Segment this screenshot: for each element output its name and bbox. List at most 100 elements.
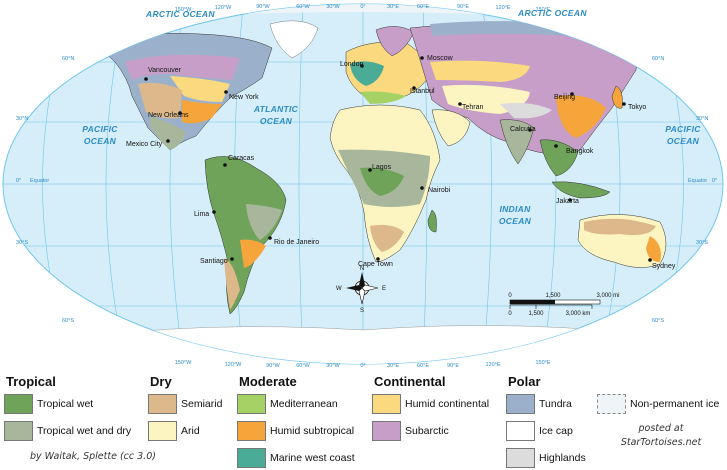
city-markers: Vancouver New York New Orleans Mexico Ci… bbox=[126, 55, 676, 270]
new-zealand bbox=[688, 261, 695, 283]
city-dot bbox=[420, 56, 424, 60]
na-subtropical bbox=[182, 100, 222, 124]
credit-text: by Waitak, Splette (cc 3.0) bbox=[30, 451, 156, 462]
legend-title-dry: Dry bbox=[150, 374, 172, 389]
city-dot bbox=[360, 64, 364, 68]
lon-bottom-label: 0° bbox=[360, 363, 365, 369]
city-label-beijing: Beijing bbox=[554, 94, 575, 101]
city-label-caracas: Caracas bbox=[228, 155, 255, 162]
na-mexico bbox=[150, 116, 186, 150]
legend-label: Highlands bbox=[539, 452, 586, 464]
lon-bottom-label: 150°E bbox=[535, 360, 550, 366]
lon-top-label: 90°E bbox=[457, 4, 469, 10]
scale-km-mid: 1,500 bbox=[528, 311, 544, 317]
india bbox=[499, 119, 535, 165]
city-label-tehran: Tehran bbox=[462, 104, 484, 111]
lat-label-equator: Equator bbox=[688, 178, 707, 184]
lat-label-60s: 60°S bbox=[652, 318, 664, 324]
city-label-bangkok: Bangkok bbox=[566, 148, 594, 155]
legend-swatch bbox=[237, 448, 266, 468]
legend-label: Tundra bbox=[539, 398, 572, 410]
city-dot bbox=[622, 102, 626, 106]
city-label-new-york: New York bbox=[229, 94, 259, 101]
city-label-lima: Lima bbox=[194, 211, 209, 218]
africa-semiarid bbox=[370, 224, 404, 252]
lon-top-label: 120°E bbox=[495, 5, 510, 11]
city-label-mexico-city: Mexico City bbox=[126, 141, 163, 148]
legend-item-mediterranean: Mediterranean bbox=[237, 394, 338, 414]
compass-e: E bbox=[382, 286, 386, 292]
lon-top-label: 150°E bbox=[535, 7, 550, 13]
legend-item-humid-continental: Humid continental bbox=[372, 394, 489, 414]
city-label-jakarta: Jakarta bbox=[556, 198, 579, 205]
legend-item-humid-subtropical: Humid subtropical bbox=[237, 421, 354, 441]
legend-item-tropical-wet: Tropical wet bbox=[4, 394, 93, 414]
city-label-tokyo: Tokyo bbox=[628, 104, 646, 111]
scale-km-end: 3,000 km bbox=[566, 311, 591, 317]
lon-top-label: 120°W bbox=[215, 5, 232, 11]
scale-mi-0: 0 bbox=[508, 293, 512, 299]
legend-swatch bbox=[148, 394, 177, 414]
legend-label: Mediterranean bbox=[270, 398, 338, 410]
city-dot bbox=[554, 144, 558, 148]
lon-bottom-label: 60°E bbox=[417, 363, 429, 369]
lat-label-30s: 30°S bbox=[16, 240, 28, 246]
lon-top-label: 150°W bbox=[175, 7, 192, 13]
compass-w: W bbox=[336, 286, 342, 292]
lon-bottom-label: 30°W bbox=[326, 363, 340, 369]
australia-east bbox=[646, 236, 661, 262]
climate-map: 150°W 120°W 90°W 60°W 30°W 0° 30°E 60°E … bbox=[2, 3, 724, 369]
legend: Tropical Tropical wet Tropical wet and d… bbox=[0, 372, 727, 470]
lon-top-label: 30°E bbox=[387, 4, 399, 10]
lat-label-60s: 60°S bbox=[62, 318, 74, 324]
lat-label-equator: 0° bbox=[16, 178, 21, 184]
scandinavia bbox=[375, 26, 415, 57]
legend-swatch bbox=[506, 421, 535, 441]
lon-top-label: 90°W bbox=[256, 4, 270, 10]
arabia bbox=[431, 109, 471, 147]
lat-label-30s: 30°S bbox=[696, 240, 708, 246]
city-label-nairobi: Nairobi bbox=[428, 187, 451, 194]
legend-label: Humid continental bbox=[405, 398, 490, 410]
lat-label-60n: 60°N bbox=[62, 56, 74, 62]
graticule-labels: 150°W 120°W 90°W 60°W 30°W 0° 30°E 60°E … bbox=[16, 4, 717, 369]
city-dot bbox=[178, 111, 182, 115]
legend-swatch bbox=[237, 421, 266, 441]
compass-n: N bbox=[360, 266, 364, 272]
legend-item-tundra: Tundra bbox=[506, 394, 572, 414]
posted-line-1: posted at bbox=[638, 423, 684, 434]
city-dot bbox=[648, 258, 652, 262]
ocean-label-indian-2: OCEAN bbox=[499, 216, 532, 226]
scale-km-0: 0 bbox=[508, 311, 512, 317]
na-semiarid bbox=[138, 82, 182, 119]
city-dot bbox=[412, 86, 416, 90]
city-dot bbox=[570, 92, 574, 96]
europe-med bbox=[360, 91, 406, 104]
legend-swatch bbox=[597, 394, 626, 414]
legend-swatch bbox=[506, 448, 535, 468]
lat-label-equator-deg: 0° bbox=[712, 178, 717, 184]
legend-item-tropical-wet-dry: Tropical wet and dry bbox=[4, 421, 131, 441]
legend-swatch bbox=[237, 394, 266, 414]
legend-swatch bbox=[372, 394, 401, 414]
legend-label: Subarctic bbox=[405, 425, 449, 437]
lon-top-label: 0° bbox=[360, 4, 365, 10]
compass-s: S bbox=[360, 308, 364, 314]
legend-item-highlands: Highlands bbox=[506, 448, 586, 468]
city-label-sydney: Sydney bbox=[652, 263, 676, 270]
city-dot bbox=[368, 168, 372, 172]
legend-label: Marine west coast bbox=[270, 452, 355, 464]
legend-swatch bbox=[506, 394, 535, 414]
lon-top-label: 60°W bbox=[296, 4, 310, 10]
legend-label: Humid subtropical bbox=[270, 425, 355, 437]
asia-highlands bbox=[500, 102, 552, 119]
lon-bottom-label: 60°W bbox=[296, 363, 310, 369]
city-label-cape-town: Cape Town bbox=[358, 261, 393, 268]
legend-label: Ice cap bbox=[539, 425, 573, 437]
legend-item-ice-cap: Ice cap bbox=[506, 421, 573, 441]
ocean-label-pacific-east-2: OCEAN bbox=[667, 136, 700, 146]
legend-label: Tropical wet bbox=[37, 398, 94, 410]
city-label-rio: Rio de Janeiro bbox=[274, 239, 319, 246]
legend-label: Tropical wet and dry bbox=[37, 425, 132, 437]
legend-title-moderate: Moderate bbox=[239, 374, 297, 389]
